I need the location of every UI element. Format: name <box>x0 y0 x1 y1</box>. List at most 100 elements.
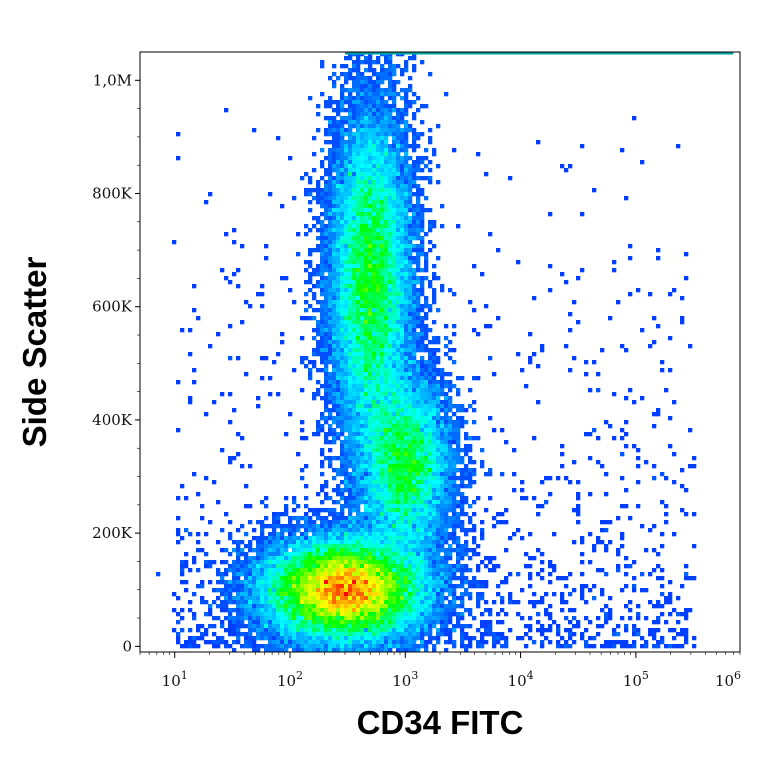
density-cell <box>260 560 265 565</box>
density-cell <box>340 168 345 173</box>
density-cell <box>440 204 445 209</box>
density-cell <box>468 388 473 393</box>
density-cell <box>344 76 349 81</box>
density-cell <box>396 180 401 185</box>
density-cell <box>400 444 405 449</box>
density-cell <box>392 108 397 113</box>
density-cell <box>392 264 397 269</box>
density-cell <box>332 168 337 173</box>
density-cell <box>364 500 369 505</box>
density-cell <box>404 516 409 521</box>
density-cell <box>256 576 261 581</box>
density-cell <box>300 560 305 565</box>
density-cell <box>348 440 353 445</box>
density-cell <box>416 108 421 113</box>
density-cell <box>496 248 501 253</box>
density-cell <box>416 136 421 141</box>
density-cell <box>336 152 341 157</box>
density-cell <box>328 260 333 265</box>
density-cell <box>580 592 585 597</box>
density-cell <box>412 344 417 349</box>
density-cell <box>364 336 369 341</box>
density-cell <box>344 172 349 177</box>
density-cell <box>324 440 329 445</box>
density-cell <box>352 412 357 417</box>
density-cell <box>504 580 509 585</box>
density-cell <box>264 576 269 581</box>
density-cell <box>340 492 345 497</box>
density-cell <box>268 588 273 593</box>
density-cell <box>432 424 437 429</box>
density-cell <box>460 424 465 429</box>
density-cell <box>380 376 385 381</box>
density-cell <box>368 280 373 285</box>
density-cell <box>392 588 397 593</box>
density-cell <box>404 444 409 449</box>
density-cell <box>416 368 421 373</box>
density-cell <box>360 592 365 597</box>
density-cell <box>408 76 413 81</box>
density-cell <box>688 576 693 581</box>
density-cell <box>668 336 673 341</box>
density-cell <box>428 596 433 601</box>
density-cell <box>184 588 189 593</box>
density-cell <box>404 392 409 397</box>
density-cell <box>336 312 341 317</box>
density-cell <box>340 448 345 453</box>
density-cell <box>396 536 401 541</box>
density-cell <box>364 140 369 145</box>
density-cell <box>408 168 413 173</box>
density-cell <box>376 492 381 497</box>
density-cell <box>404 228 409 233</box>
density-cell <box>416 168 421 173</box>
density-cell <box>336 204 341 209</box>
density-cell <box>348 316 353 321</box>
density-cell <box>440 572 445 577</box>
density-cell <box>560 464 565 469</box>
density-cell <box>440 496 445 501</box>
density-cell <box>228 356 233 361</box>
density-cell <box>364 208 369 213</box>
density-cell <box>380 372 385 377</box>
density-cell <box>620 532 625 537</box>
density-cell <box>332 372 337 377</box>
density-cell <box>412 448 417 453</box>
density-cell <box>348 104 353 109</box>
density-cell <box>296 232 301 237</box>
density-cell <box>272 556 277 561</box>
density-cell <box>404 296 409 301</box>
density-cell <box>388 120 393 125</box>
density-cell <box>236 584 241 589</box>
density-cell <box>328 252 333 257</box>
density-cell <box>404 196 409 201</box>
density-cell <box>432 148 437 153</box>
density-cell <box>384 388 389 393</box>
density-cell <box>336 292 341 297</box>
density-cell <box>368 376 373 381</box>
density-cell <box>256 536 261 541</box>
density-cell <box>388 256 393 261</box>
density-cell <box>296 524 301 529</box>
density-cell <box>384 452 389 457</box>
density-cell <box>420 488 425 493</box>
density-cell <box>272 516 277 521</box>
density-cell <box>372 104 377 109</box>
density-cell <box>320 312 325 317</box>
density-cell <box>308 528 313 533</box>
density-cell <box>396 404 401 409</box>
density-cell <box>516 528 521 533</box>
density-cell <box>424 232 429 237</box>
density-cell <box>432 388 437 393</box>
density-cell <box>372 520 377 525</box>
density-cell <box>332 500 337 505</box>
density-cell <box>400 296 405 301</box>
density-cell <box>324 576 329 581</box>
density-cell <box>408 272 413 277</box>
density-cell <box>312 152 317 157</box>
density-cell <box>392 432 397 437</box>
density-cell <box>396 132 401 137</box>
density-cell <box>344 348 349 353</box>
density-cell <box>420 288 425 293</box>
density-cell <box>404 456 409 461</box>
density-cell <box>320 192 325 197</box>
